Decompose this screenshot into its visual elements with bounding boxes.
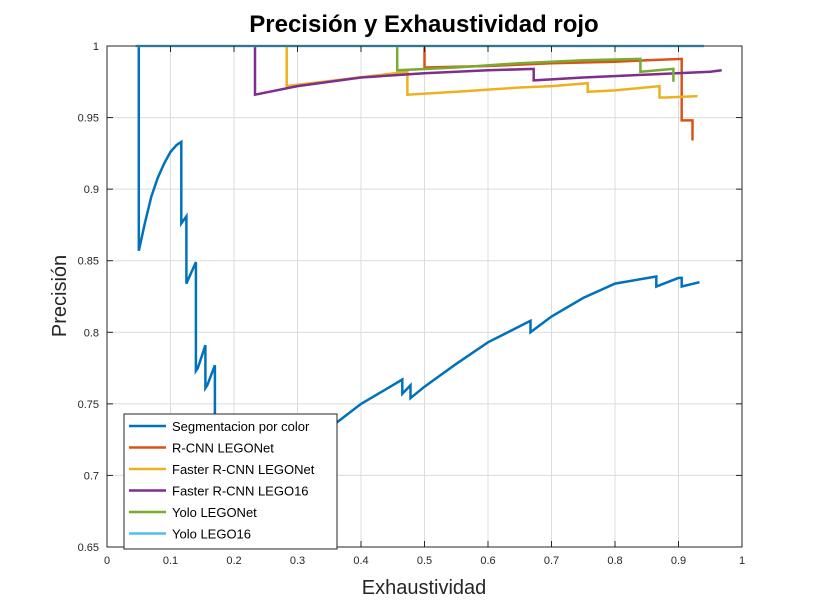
x-tick-label: 0 xyxy=(104,555,110,567)
series-line-4 xyxy=(253,46,722,97)
series-line-2 xyxy=(423,46,694,141)
legend-entry: Yolo LEGO16 xyxy=(172,527,251,542)
x-tick-label: 0.4 xyxy=(353,555,368,567)
series-line-3 xyxy=(285,46,698,99)
legend-entry: Segmentacion por color xyxy=(172,419,310,434)
y-tick-label: 1 xyxy=(93,41,99,53)
x-tick-label: 0.2 xyxy=(226,555,241,567)
x-tick-label: 0.3 xyxy=(290,555,305,567)
x-tick-label: 0.6 xyxy=(480,555,495,567)
y-tick-label: 0.75 xyxy=(78,399,99,411)
y-tick-label: 0.8 xyxy=(84,327,99,339)
x-tick-label: 0.8 xyxy=(607,555,622,567)
x-tick-label: 0.7 xyxy=(544,555,559,567)
y-tick-label: 0.85 xyxy=(78,256,99,268)
y-tick-label: 0.65 xyxy=(78,542,99,554)
legend-entry: Yolo LEGONet xyxy=(172,505,257,520)
x-tick-label: 0.1 xyxy=(163,555,178,567)
y-tick-label: 0.95 xyxy=(78,113,99,125)
chart-title: Precisión y Exhaustividad rojo xyxy=(249,11,598,38)
y-tick-label: 0.9 xyxy=(84,184,99,196)
y-axis-label: Precisión xyxy=(49,255,71,337)
x-tick-label: 1 xyxy=(739,555,745,567)
legend-entry: Faster R-CNN LEGONet xyxy=(172,462,315,477)
axis-ticks: 0 0.1 0.2 0.3 0.4 0.5 0.6 0.7 0.8 0.9 1 0.65 0.7 0.75… xyxy=(78,41,745,567)
legend-entry: R-CNN LEGONet xyxy=(172,441,274,456)
legend: Segmentacion por color R-CNN LEGONet Faste… xyxy=(123,413,338,550)
y-tick-label: 0.7 xyxy=(84,470,99,482)
x-tick-label: 0.9 xyxy=(671,555,686,567)
x-axis-label: Exhaustividad xyxy=(362,577,487,599)
legend-entry: Faster R-CNN LEGO16 xyxy=(172,484,309,499)
x-tick-label: 0.5 xyxy=(417,555,432,567)
series-line-5 xyxy=(395,46,675,82)
legend-box xyxy=(123,413,338,550)
